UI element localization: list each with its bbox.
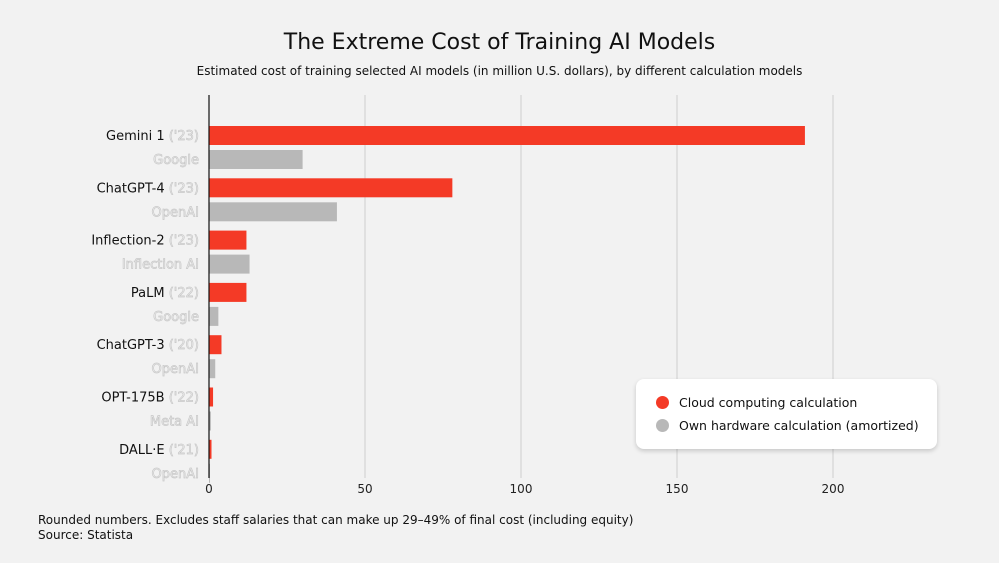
legend-item-cloud: Cloud computing calculation (656, 395, 857, 410)
legend-swatch-red-icon (656, 396, 669, 409)
company-label: OpenAI (152, 467, 199, 482)
x-tick-label: 200 (822, 482, 845, 496)
model-name: ChatGPT-3 (97, 338, 169, 353)
model-year: ('23) (169, 234, 199, 249)
company-label: OpenAI (152, 362, 199, 377)
bar-cloud (209, 126, 805, 145)
bar-hardware (209, 359, 216, 379)
model-label: Gemini 1 ('23) (106, 129, 199, 144)
company-label: Google (153, 310, 199, 325)
model-name: Gemini 1 (106, 129, 169, 144)
x-tick-label: 100 (510, 482, 533, 496)
legend-label: Own hardware calculation (amortized) (679, 418, 919, 433)
model-name: Inflection-2 (91, 234, 168, 249)
footnote-text: Rounded numbers. Excludes staff salaries… (38, 513, 634, 527)
model-label: OPT-175B ('22) (101, 391, 199, 406)
bar-cloud (209, 282, 247, 302)
model-label: PaLM ('22) (131, 286, 199, 301)
x-tick-label: 150 (666, 482, 689, 496)
bar-cloud (209, 230, 247, 250)
model-year: ('22) (169, 391, 199, 406)
model-label: Inflection-2 ('23) (91, 234, 199, 249)
bar-cloud (209, 335, 222, 355)
model-year: ('23) (169, 129, 199, 144)
source-text: Source: Statista (38, 528, 134, 542)
model-year: ('22) (169, 286, 199, 301)
legend-swatch-gray-icon (656, 419, 669, 432)
bar-hardware (209, 150, 303, 169)
footnote: Rounded numbers. Excludes staff salaries… (38, 513, 633, 543)
model-label: ChatGPT-4 ('23) (97, 181, 199, 196)
company-label: Inflection AI (122, 258, 199, 273)
bar-hardware (209, 202, 337, 222)
legend-label: Cloud computing calculation (679, 395, 858, 410)
chart-title: The Extreme Cost of Training AI Models (283, 30, 716, 55)
legend: Cloud computing calculation Own hardware… (636, 379, 937, 449)
model-label: DALL·E ('21) (119, 443, 199, 458)
bar-cloud (209, 387, 214, 407)
model-label: ChatGPT-3 ('20) (97, 338, 199, 353)
bar-cloud (209, 439, 212, 459)
bar-cloud (209, 178, 453, 198)
bar-hardware (209, 411, 211, 431)
x-tick-label: 0 (205, 482, 213, 496)
model-name: ChatGPT-4 (97, 181, 169, 196)
legend-item-hardware: Own hardware calculation (amortized) (656, 418, 919, 433)
model-name: DALL·E (119, 443, 169, 458)
bar-hardware (209, 254, 250, 274)
model-year: ('21) (169, 443, 199, 458)
bar-hardware (209, 306, 219, 326)
company-label: Meta AI (150, 415, 199, 430)
model-name: PaLM (131, 286, 169, 301)
company-label: Google (153, 153, 199, 168)
model-name: OPT-175B (101, 391, 168, 406)
model-year: ('20) (169, 338, 199, 353)
x-tick-label: 50 (357, 482, 372, 496)
company-label: OpenAI (152, 205, 199, 220)
model-year: ('23) (169, 181, 199, 196)
chart-subtitle: Estimated cost of training selected AI m… (196, 64, 803, 78)
